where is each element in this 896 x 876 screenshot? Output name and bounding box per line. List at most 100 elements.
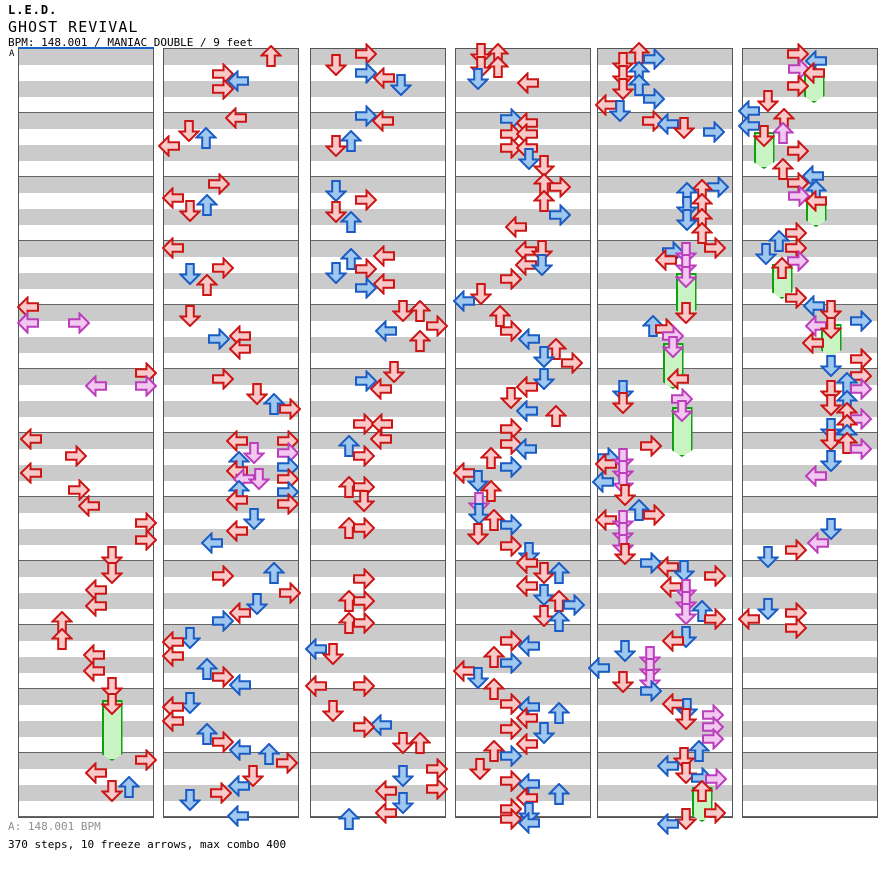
chart-column-3: [305, 43, 448, 830]
step-arrow-left-icon: [20, 462, 42, 484]
step-arrow-down-icon: [248, 468, 270, 490]
step-arrow-down-icon: [325, 135, 347, 157]
step-arrow-down-icon: [757, 546, 779, 568]
step-arrow-right-icon: [785, 539, 807, 561]
step-arrow-up-icon: [338, 808, 360, 830]
step-arrow-up-icon: [688, 740, 710, 762]
step-arrow-down-icon: [500, 387, 522, 409]
step-arrow-left-icon: [592, 471, 614, 493]
step-arrow-up-icon: [548, 562, 570, 584]
step-arrow-up-icon: [196, 658, 218, 680]
step-arrow-left-icon: [85, 762, 107, 784]
step-arrow-down-icon: [353, 490, 375, 512]
step-arrow-down-icon: [322, 700, 344, 722]
step-arrow-down-icon: [820, 300, 842, 322]
step-arrow-left-icon: [595, 509, 617, 531]
step-arrow-left-icon: [229, 602, 251, 624]
step-arrow-right-icon: [426, 778, 448, 800]
step-arrow-left-icon: [516, 552, 538, 574]
step-arrow-left-icon: [162, 187, 184, 209]
step-arrow-down-icon: [179, 789, 201, 811]
step-arrow-left-icon: [373, 273, 395, 295]
step-arrow-right-icon: [353, 716, 375, 738]
step-arrow-down-icon: [757, 598, 779, 620]
step-arrow-right-icon: [500, 770, 522, 792]
step-arrow-down-icon: [246, 383, 268, 405]
step-arrow-down-icon: [820, 317, 842, 339]
step-arrow-right-icon: [703, 121, 725, 143]
step-arrow-right-icon: [135, 375, 157, 397]
step-arrow-left-icon: [229, 338, 251, 360]
step-arrow-up-icon: [628, 74, 650, 96]
step-arrow-right-icon: [500, 456, 522, 478]
step-arrow-up-icon: [480, 447, 502, 469]
step-arrow-left-icon: [516, 400, 538, 422]
step-arrow-left-icon: [305, 638, 327, 660]
step-arrow-right-icon: [279, 582, 301, 604]
step-arrow-right-icon: [500, 630, 522, 652]
step-arrow-up-icon: [483, 646, 505, 668]
section-label: A: [9, 49, 15, 59]
step-arrow-left-icon: [657, 556, 679, 578]
step-arrow-up-icon: [483, 678, 505, 700]
step-arrow-right-icon: [640, 552, 662, 574]
step-arrow-down-icon: [533, 722, 555, 744]
step-arrow-left-icon: [515, 438, 537, 460]
step-arrow-down-icon: [671, 400, 693, 422]
step-arrow-right-icon: [277, 493, 299, 515]
step-arrow-down-icon: [325, 180, 347, 202]
step-arrow-left-icon: [228, 775, 250, 797]
step-arrow-down-icon: [614, 543, 636, 565]
step-arrow-right-icon: [68, 312, 90, 334]
step-arrow-left-icon: [738, 115, 760, 137]
step-arrow-right-icon: [208, 173, 230, 195]
step-arrow-down-icon: [673, 560, 695, 582]
step-arrow-left-icon: [226, 489, 248, 511]
step-arrow-down-icon: [753, 125, 775, 147]
step-arrow-left-icon: [662, 630, 684, 652]
step-arrow-left-icon: [805, 465, 827, 487]
step-arrow-right-icon: [355, 62, 377, 84]
step-arrow-up-icon: [548, 702, 570, 724]
step-arrow-right-icon: [640, 435, 662, 457]
step-arrow-down-icon: [614, 484, 636, 506]
step-arrow-down-icon: [242, 765, 264, 787]
step-arrow-down-icon: [533, 368, 555, 390]
step-arrow-right-icon: [135, 529, 157, 551]
step-arrow-down-icon: [675, 708, 697, 730]
step-arrow-right-icon: [212, 257, 234, 279]
step-arrow-right-icon: [640, 680, 662, 702]
step-arrow-right-icon: [705, 768, 727, 790]
step-arrow-left-icon: [85, 595, 107, 617]
step-arrow-right-icon: [787, 75, 809, 97]
step-arrow-right-icon: [210, 782, 232, 804]
step-arrow-left-icon: [227, 805, 249, 827]
chart-column-4: [453, 43, 591, 834]
step-arrow-left-icon: [517, 72, 539, 94]
step-arrow-down-icon: [467, 470, 489, 492]
step-arrow-right-icon: [643, 504, 665, 526]
step-arrow-right-icon: [785, 287, 807, 309]
step-arrow-down-icon: [755, 243, 777, 265]
step-arrow-up-icon: [51, 628, 73, 650]
step-arrow-left-icon: [516, 733, 538, 755]
song-title: GHOST REVIVAL: [8, 18, 139, 36]
step-arrow-left-icon: [807, 532, 829, 554]
step-arrow-up-icon: [768, 230, 790, 252]
step-arrow-up-icon: [260, 45, 282, 67]
step-arrow-down-icon: [612, 392, 634, 414]
step-arrow-down-icon: [383, 361, 405, 383]
step-arrow-right-icon: [500, 718, 522, 740]
chart-column-6: [738, 43, 878, 818]
step-arrow-up-icon: [409, 300, 431, 322]
step-arrow-down-icon: [179, 200, 201, 222]
step-arrow-right-icon: [500, 268, 522, 290]
step-arrow-left-icon: [657, 813, 679, 835]
step-arrow-left-icon: [660, 576, 682, 598]
step-arrow-down-icon: [675, 302, 697, 324]
step-arrow-up-icon: [487, 56, 509, 78]
step-arrow-right-icon: [850, 438, 872, 460]
step-arrow-up-icon: [195, 127, 217, 149]
step-arrow-right-icon: [426, 315, 448, 337]
step-arrow-down-icon: [246, 593, 268, 615]
